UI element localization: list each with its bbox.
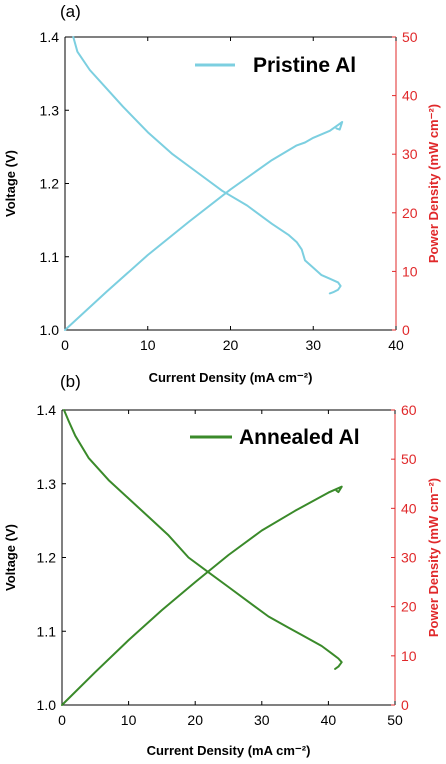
panel-b-x-tick-label: 0 bbox=[58, 712, 66, 728]
panel-b-x-tick-label: 20 bbox=[187, 712, 203, 728]
panel-b-yright-tick-label: 50 bbox=[401, 451, 417, 467]
panel-b-y-axis-title-left: Voltage (V) bbox=[3, 524, 18, 591]
panel-b-yleft-tick-label: 1.2 bbox=[37, 550, 57, 566]
panel-a-yleft-tick-label: 1.1 bbox=[40, 249, 60, 265]
panel-b-yright-tick-label: 0 bbox=[401, 697, 409, 713]
panel-a-yright-tick-label: 30 bbox=[402, 146, 418, 162]
panel-a-yright-tick-label: 0 bbox=[402, 322, 410, 338]
panel-a-x-tick-label: 0 bbox=[61, 337, 69, 353]
panel-b-yright-tick-label: 40 bbox=[401, 500, 417, 516]
panel-b-power-density-curve bbox=[61, 485, 343, 706]
panel-b-yright-tick-label: 10 bbox=[401, 648, 417, 664]
panel-a-label: (a) bbox=[60, 2, 81, 21]
panel-b-legend-label: Annealed Al bbox=[239, 426, 360, 449]
panel-a-yright-tick-label: 10 bbox=[402, 263, 418, 279]
panel-b-yleft-tick-label: 1.3 bbox=[37, 476, 57, 492]
panel-a-yleft-tick-label: 1.4 bbox=[40, 29, 60, 45]
panel-b-label: (b) bbox=[60, 372, 81, 391]
panel-b-x-tick-label: 10 bbox=[121, 712, 137, 728]
panel-a-legend-label: Pristine Al bbox=[253, 54, 356, 77]
panel-a-yleft-tick-label: 1.3 bbox=[40, 102, 60, 118]
panel-a-power-density-curve bbox=[64, 121, 344, 331]
panel-b-y-axis-title-right: Power Density (mW cm⁻²) bbox=[426, 478, 441, 637]
panel-b: 0 10 20 30 40 50 1.0 1.1 1.2 1.3 1.4 0 10 20 30 40 50 60 (… bbox=[3, 372, 441, 758]
panel-b-yright-tick-label: 20 bbox=[401, 599, 417, 615]
panel-b-yleft-tick-label: 1.1 bbox=[37, 623, 57, 639]
panel-b-x-tick-label: 50 bbox=[387, 712, 403, 728]
panel-a-yleft-tick-label: 1.2 bbox=[40, 176, 60, 192]
panel-b-x-tick-label: 30 bbox=[254, 712, 270, 728]
panel-a-voltage-curve bbox=[72, 36, 342, 295]
panel-a-y-axis-title-right: Power Density (mW cm⁻²) bbox=[426, 104, 441, 263]
panel-a: 0 10 20 30 40 1.0 1.1 1.2 1.3 1.4 0 10 20 30 40 50 (a) Cu… bbox=[3, 2, 441, 385]
panel-a-yright-tick-label: 40 bbox=[402, 88, 418, 104]
panel-a-x-tick-label: 30 bbox=[305, 337, 321, 353]
panel-a-y-axis-title-left: Voltage (V) bbox=[3, 150, 18, 217]
panel-a-x-axis-title: Current Density (mA cm⁻²) bbox=[149, 370, 313, 385]
panel-b-yleft-tick-label: 1.0 bbox=[37, 697, 57, 713]
panel-b-yright-tick-label: 60 bbox=[401, 402, 417, 418]
panel-a-x-tick-label: 20 bbox=[223, 337, 239, 353]
panel-b-x-tick-label: 40 bbox=[321, 712, 337, 728]
panel-a-yright-tick-label: 50 bbox=[402, 29, 418, 45]
panel-a-x-tick-label: 10 bbox=[140, 337, 156, 353]
panel-b-yright-tick-label: 30 bbox=[401, 550, 417, 566]
panel-b-voltage-curve bbox=[63, 409, 343, 670]
panel-b-x-axis-title: Current Density (mA cm⁻²) bbox=[147, 743, 311, 758]
panel-a-x-tick-label: 40 bbox=[388, 337, 404, 353]
panel-a-yleft-tick-label: 1.0 bbox=[40, 322, 60, 338]
panel-b-yleft-tick-label: 1.4 bbox=[37, 402, 57, 418]
panel-a-yright-tick-label: 20 bbox=[402, 205, 418, 221]
